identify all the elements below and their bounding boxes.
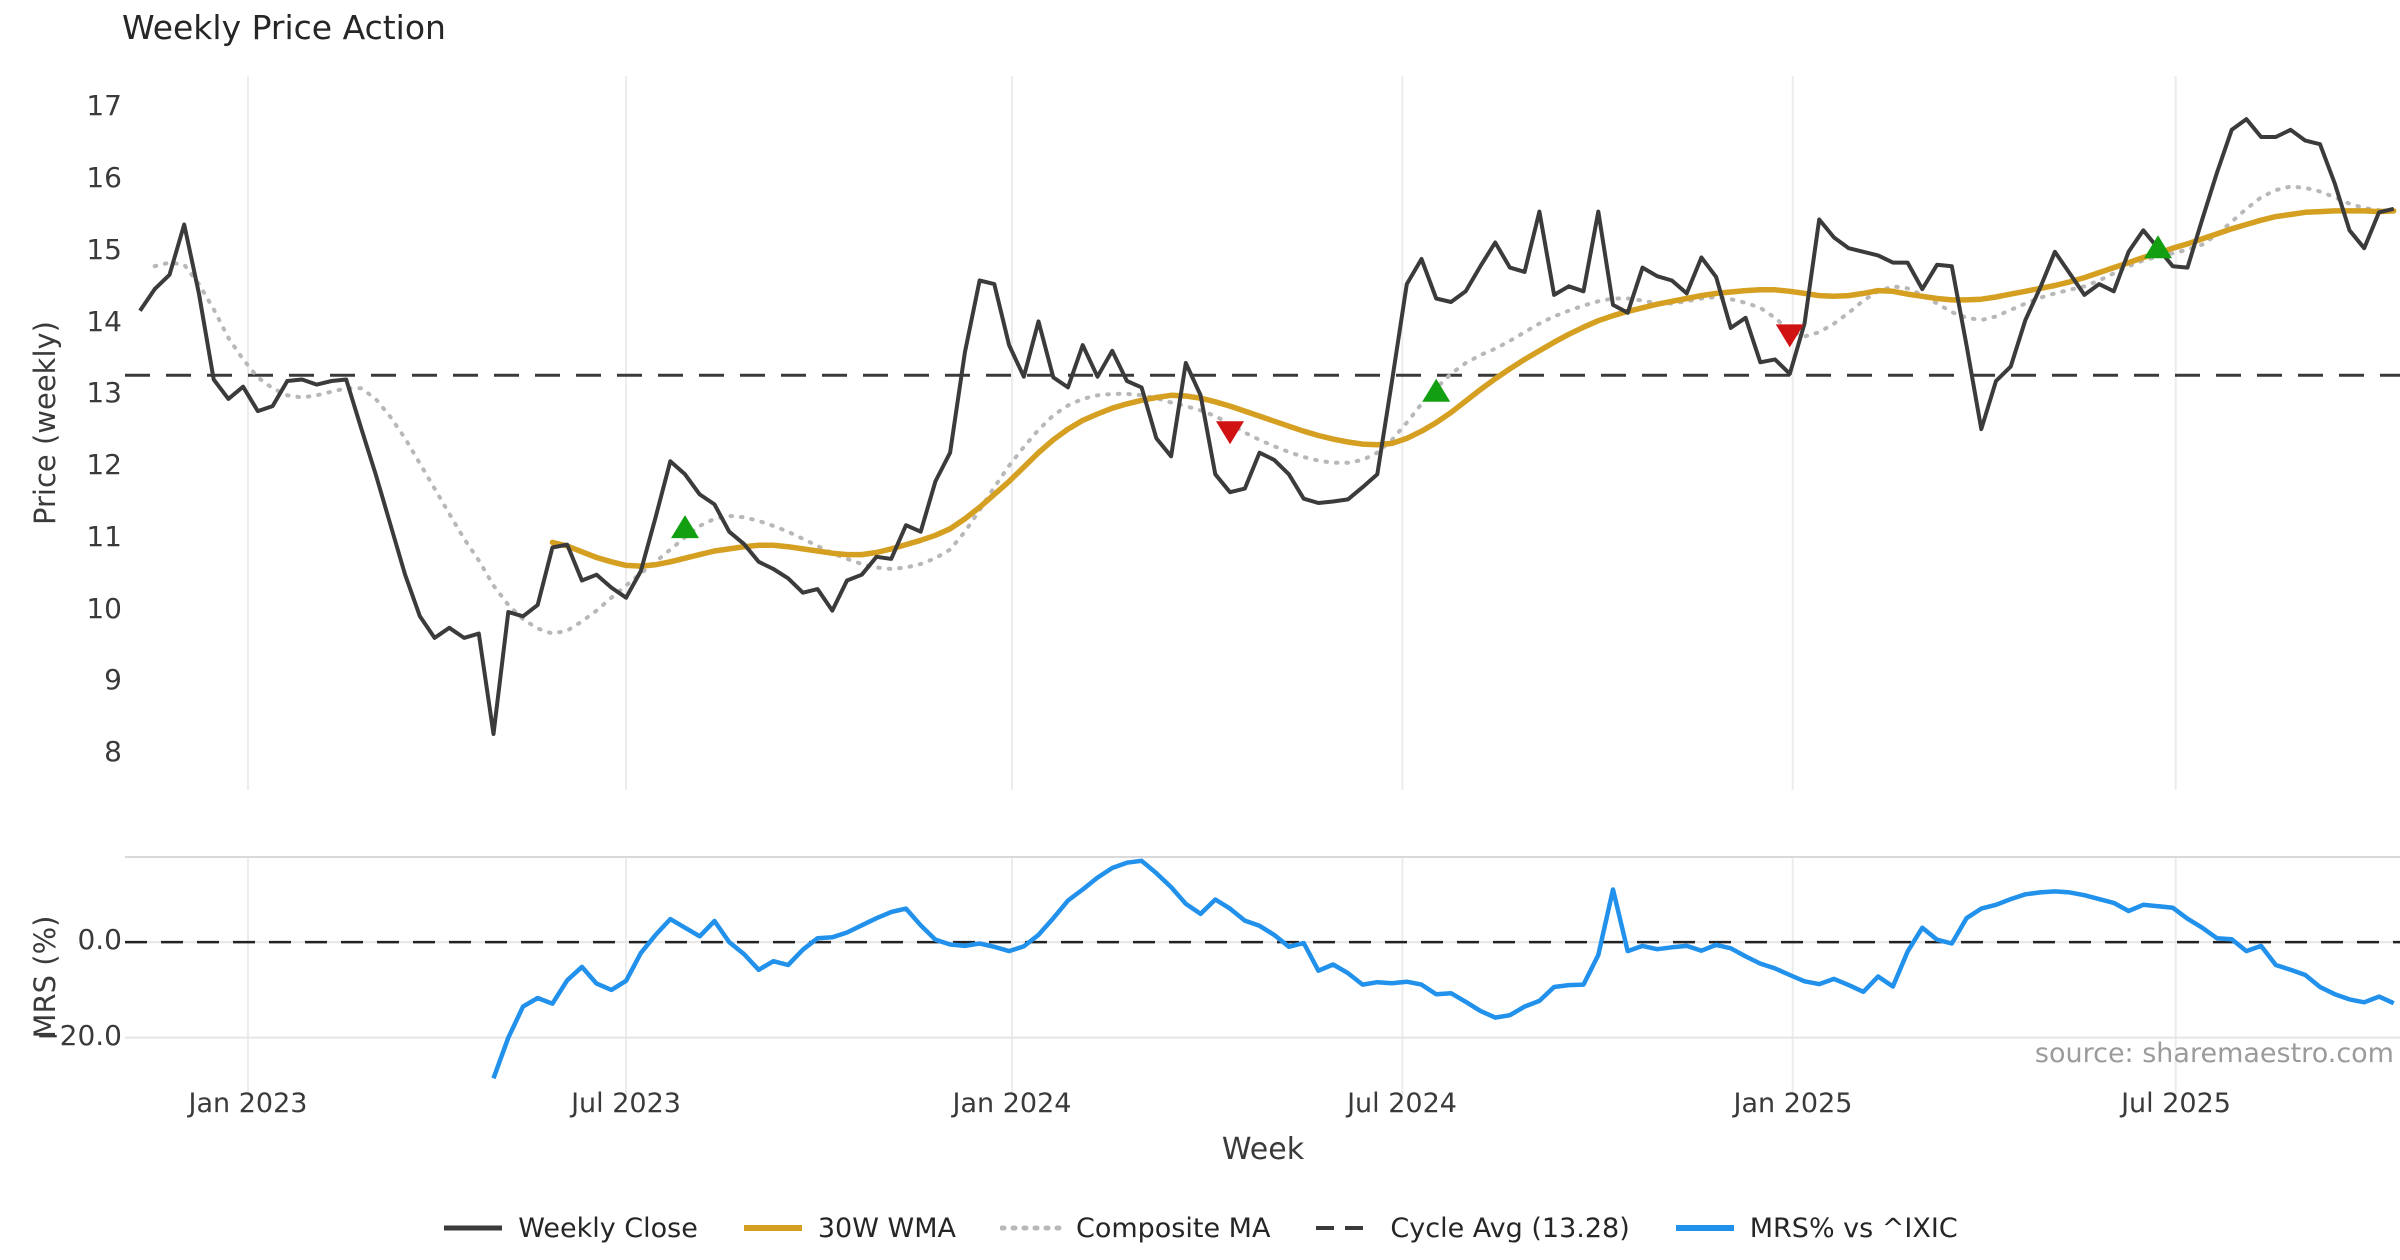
x-tick: Jan 2024: [952, 1088, 1072, 1119]
legend-swatch-dotted: [999, 1225, 1062, 1231]
price-ytick: 15: [86, 233, 122, 266]
price-axis-label: Price (weekly): [28, 321, 62, 526]
price-ytick: 11: [86, 520, 122, 553]
price-ytick: 13: [86, 376, 122, 409]
legend-swatch-dashed: [1316, 1226, 1375, 1230]
legend-label: 30W WMA: [817, 1212, 956, 1244]
legend-item: MRS% vs ^IXIC: [1674, 1213, 1958, 1244]
x-axis-label: Week: [1221, 1132, 1305, 1167]
legend-item: 30W WMA: [742, 1213, 956, 1244]
legend-item: Composite MA: [999, 1212, 1271, 1244]
weekly-close-line: [138, 117, 2395, 736]
buy-marker: [1422, 378, 1451, 402]
buy-marker: [671, 515, 700, 539]
composite-ma-line: [152, 184, 2396, 636]
legend-label: Weekly Close: [518, 1212, 698, 1244]
price-ytick: 12: [86, 448, 122, 481]
chart-legend: Weekly Close 30W WMA Composite MA Cycle Avg…: [0, 1202, 2400, 1254]
x-tick: Jul 2025: [2121, 1088, 2231, 1119]
price-ytick: 10: [86, 592, 122, 625]
price-ytick: 16: [86, 161, 122, 194]
chart-title: Weekly Price Action: [122, 8, 446, 47]
legend-swatch-solid: [444, 1225, 503, 1231]
wma-line: [549, 208, 2397, 569]
sell-marker: [1775, 324, 1804, 348]
legend-item: Cycle Avg (13.28): [1314, 1212, 1630, 1244]
x-tick: Jan 2025: [1733, 1088, 1853, 1119]
x-tick: Jul 2023: [571, 1088, 681, 1119]
x-tick: Jul 2024: [1347, 1088, 1457, 1119]
legend-label: Composite MA: [1075, 1212, 1271, 1244]
x-tick: Jan 2023: [188, 1088, 308, 1119]
source-credit: source: sharemaestro.com: [2034, 1038, 2394, 1069]
price-ytick: 17: [86, 89, 122, 122]
mrs-line: [491, 858, 2395, 1080]
legend-swatch-solid: [743, 1225, 802, 1231]
price-ytick: 8: [104, 735, 122, 768]
legend-label: MRS% vs ^IXIC: [1749, 1212, 1958, 1244]
legend-swatch-solid: [1675, 1225, 1734, 1231]
mrs-ytick: −20.0: [36, 1019, 122, 1052]
price-ytick: 14: [86, 305, 122, 338]
buy-marker: [2144, 235, 2173, 259]
legend-item: Weekly Close: [442, 1213, 698, 1244]
sell-marker: [1216, 421, 1245, 445]
legend-label: Cycle Avg (13.28): [1390, 1212, 1630, 1244]
price-ytick: 9: [104, 663, 122, 696]
mrs-ytick: 0.0: [77, 923, 122, 956]
